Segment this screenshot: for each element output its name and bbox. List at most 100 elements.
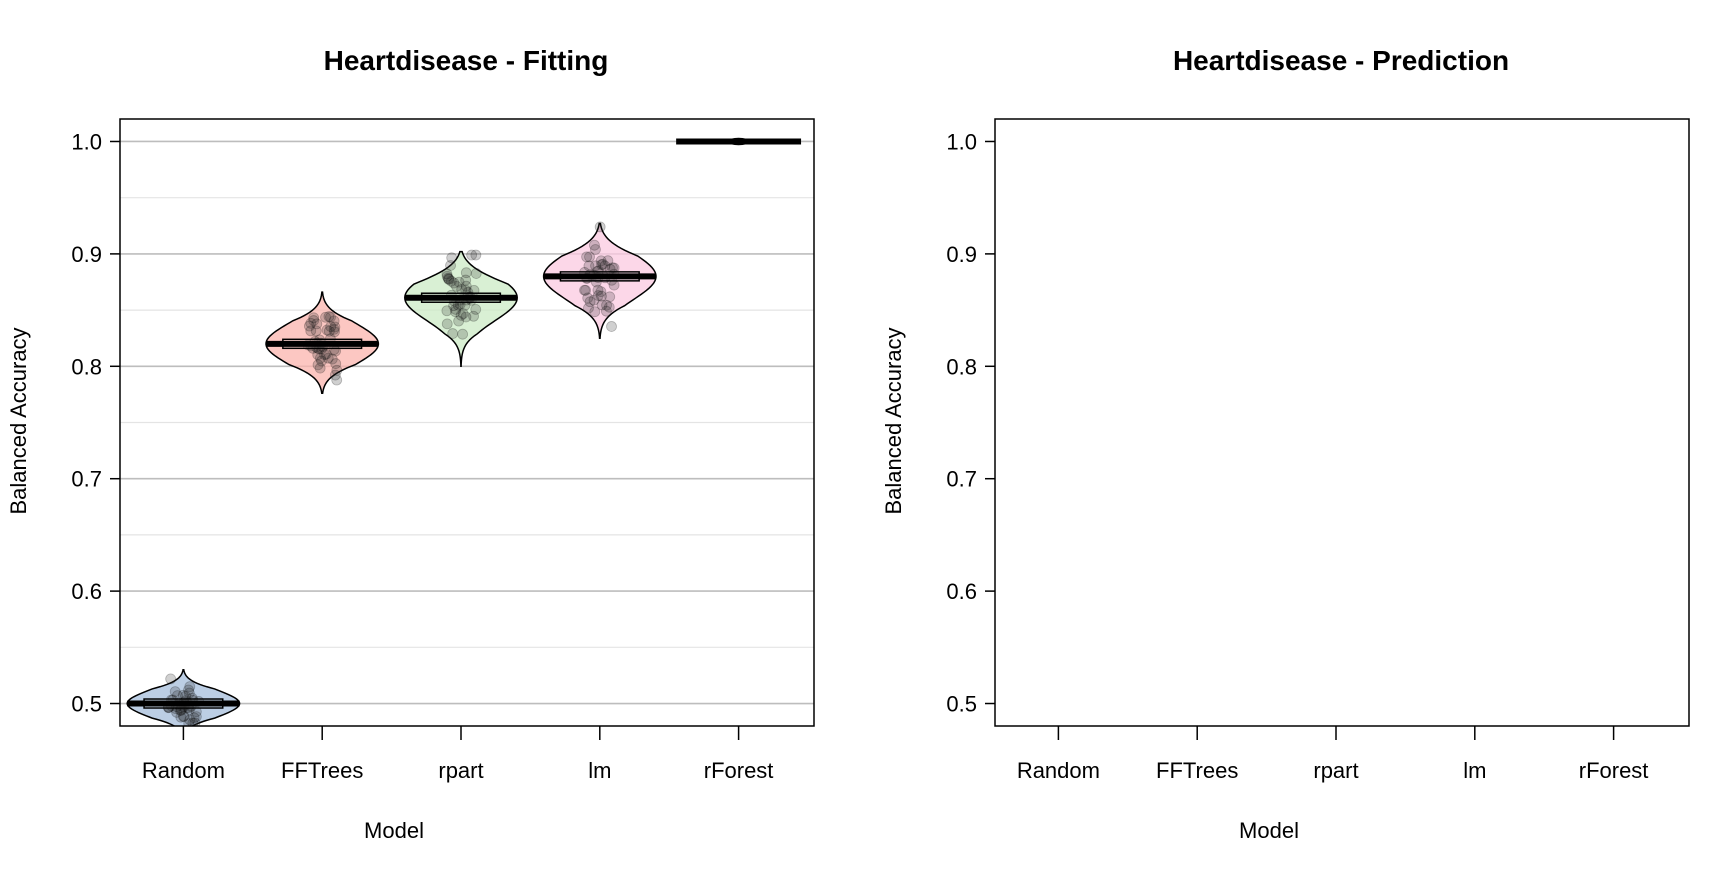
data-point [592, 290, 604, 301]
prediction-panel: Heartdisease - Prediction Model Balanced… [881, 45, 1690, 843]
data-point [589, 306, 601, 318]
grid-lines [120, 140, 814, 705]
y-tick-label: 0.9 [946, 242, 977, 267]
data-point [581, 251, 593, 263]
x-tick-label: rpart [1313, 758, 1358, 783]
data-point [470, 304, 482, 315]
data-point [606, 321, 617, 332]
data-point [584, 251, 595, 263]
x-axis: Random FFTrees rpart lm rForest [1017, 726, 1649, 783]
y-tick-label: 0.8 [946, 354, 977, 379]
data-point [329, 369, 341, 381]
data-point [320, 311, 331, 323]
data-point [441, 305, 453, 317]
data-point [600, 305, 612, 317]
violin-fftrees [265, 291, 380, 395]
x-tick-label: lm [1463, 758, 1486, 783]
data-point [448, 277, 460, 289]
data-point [312, 359, 324, 371]
x-tick-label: Random [1017, 758, 1100, 783]
data-point [590, 244, 601, 255]
data-point [453, 315, 465, 327]
data-point [305, 325, 317, 337]
data-point [456, 284, 468, 295]
data-point [175, 711, 187, 723]
x-tick-label: rForest [1579, 758, 1649, 783]
data-point [331, 364, 343, 376]
x-tick-label: rForest [704, 758, 774, 783]
data-point [165, 673, 177, 685]
violin-random [126, 669, 241, 726]
y-tick-label: 0.6 [71, 579, 102, 604]
data-point [321, 324, 333, 336]
x-axis-label: Model [1239, 818, 1299, 843]
y-tick-label: 1.0 [71, 129, 102, 154]
data-point [455, 309, 467, 321]
data-point [441, 318, 453, 330]
plot-frame [119, 118, 815, 727]
data-point [183, 718, 195, 726]
data-point [326, 353, 338, 365]
y-tick-label: 0.7 [946, 467, 977, 492]
violin-lm [542, 221, 657, 339]
data-point [184, 681, 196, 693]
data-point [442, 272, 454, 284]
data-point [188, 712, 200, 724]
data-point [331, 374, 343, 386]
data-point [310, 325, 322, 337]
data-point [583, 260, 595, 272]
data-point [443, 274, 455, 285]
y-tick-label: 0.5 [71, 692, 102, 717]
data-point [582, 292, 594, 304]
x-tick-label: rpart [438, 758, 483, 783]
data-point [183, 687, 195, 699]
y-axis: 0.5 0.6 0.7 0.8 0.9 1.0 [946, 129, 995, 717]
data-point [592, 284, 604, 296]
data-point [323, 311, 335, 322]
data-point [178, 711, 189, 723]
data-point [308, 315, 320, 326]
data-point [441, 268, 453, 280]
data-point [183, 684, 194, 696]
data-point [596, 290, 607, 302]
data-point [178, 710, 190, 722]
data-point [322, 352, 334, 364]
violin-body [404, 250, 518, 368]
data-point [325, 311, 336, 323]
y-tick-label: 0.5 [946, 692, 977, 717]
data-point [579, 284, 590, 296]
data-point [608, 262, 620, 274]
y-axis: 0.5 0.6 0.7 0.8 0.9 1.0 [71, 129, 120, 717]
data-point [460, 274, 472, 286]
x-axis-label: Model [364, 818, 424, 843]
y-tick-label: 0.9 [71, 242, 102, 267]
fitting-panel: Heartdisease - Fitting Model Balanced Ac… [6, 45, 815, 843]
data-point [583, 302, 594, 314]
data-point [602, 255, 614, 267]
y-tick-label: 0.6 [946, 579, 977, 604]
chart-title: Heartdisease - Fitting [324, 45, 609, 76]
data-point [312, 349, 324, 361]
data-point [451, 280, 462, 292]
violins [126, 137, 802, 726]
data-point [177, 689, 189, 701]
chart-title: Heartdisease - Prediction [1173, 45, 1509, 76]
data-point [450, 303, 462, 315]
data-point [328, 315, 340, 327]
violin-body [126, 669, 241, 726]
y-tick-label: 0.7 [71, 467, 102, 492]
data-point [305, 317, 317, 329]
data-point [450, 306, 461, 318]
data-point [466, 249, 478, 261]
data-point [457, 328, 469, 340]
data-point [190, 711, 202, 723]
data-point [320, 348, 332, 360]
data-point [457, 308, 469, 320]
data-point [607, 262, 618, 274]
data-point [443, 273, 455, 285]
x-tick-label: lm [588, 758, 611, 783]
violin-rforest [676, 137, 802, 146]
y-tick-label: 0.8 [71, 354, 102, 379]
data-point [446, 252, 458, 264]
